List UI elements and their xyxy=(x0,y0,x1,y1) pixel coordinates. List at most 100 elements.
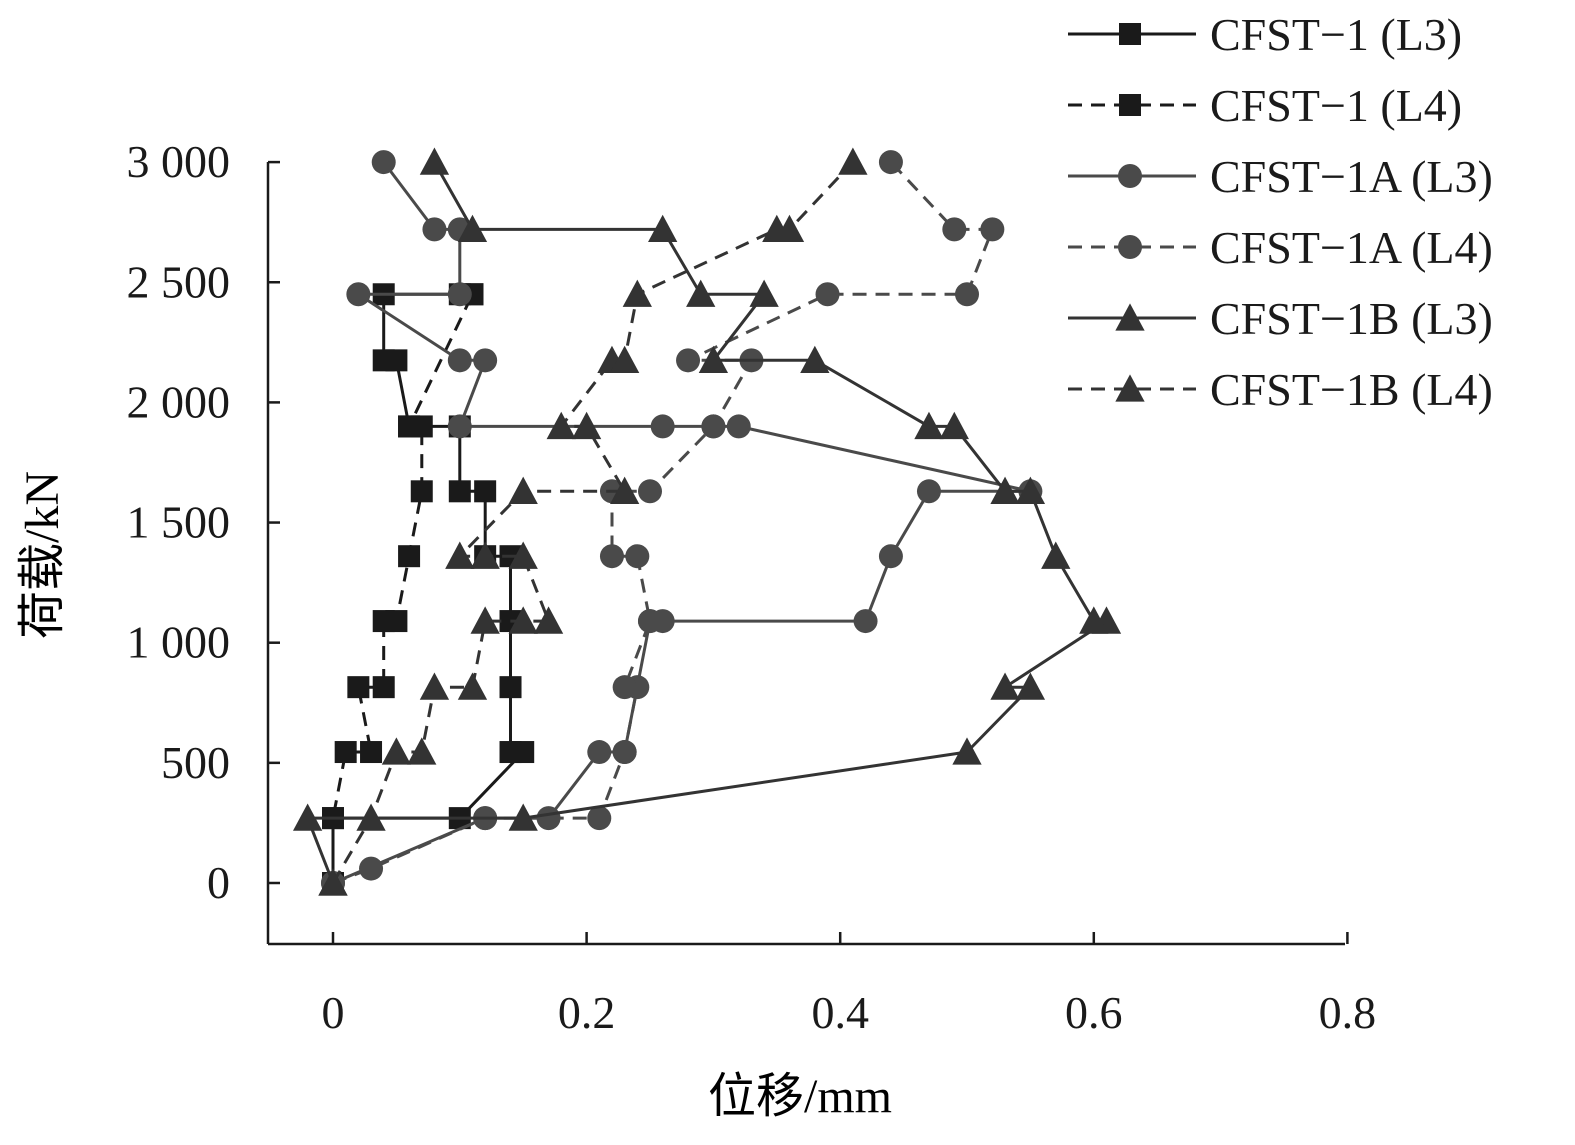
triangle-marker xyxy=(838,147,868,175)
legend-item-1: CFST−1 (L3) xyxy=(1068,9,1462,60)
triangle-marker xyxy=(800,345,830,373)
legend-item-2: CFST−1 (L4) xyxy=(1068,80,1462,131)
legend: CFST−1 (L3) CFST−1 (L4) CFST−1A (L3) CFST−1… xyxy=(1068,9,1493,415)
legend-item-5: CFST−1B (L3) xyxy=(1068,293,1493,344)
square-marker xyxy=(499,676,522,699)
square-marker xyxy=(448,480,471,503)
triangle-marker xyxy=(457,672,488,700)
legend-label: CFST−1B (L4) xyxy=(1210,364,1493,415)
triangle-marker xyxy=(939,411,969,440)
legend-item-3: CFST−1A (L3) xyxy=(1068,151,1493,202)
triangle-marker xyxy=(774,214,805,243)
triangle-marker xyxy=(609,476,640,504)
circle-marker xyxy=(371,150,396,175)
series-2 xyxy=(322,283,484,894)
legend-label: CFST−1A (L3) xyxy=(1210,151,1493,202)
circle-marker xyxy=(815,282,840,307)
legend-label: CFST−1A (L4) xyxy=(1210,222,1493,273)
y-tick-label: 2 000 xyxy=(127,376,231,427)
triangle-marker xyxy=(609,345,640,373)
circle-marker xyxy=(587,740,612,765)
circle-marker xyxy=(346,282,371,307)
circle-marker xyxy=(587,806,612,831)
triangle-marker xyxy=(419,147,450,175)
circle-marker xyxy=(612,740,637,765)
y-axis-label: 荷载/kN xyxy=(16,471,69,639)
square-marker xyxy=(499,741,522,764)
circle-marker xyxy=(447,414,472,439)
triangle-marker xyxy=(1015,672,1046,700)
triangle-marker xyxy=(508,803,538,831)
series-line xyxy=(331,292,525,883)
triangle-marker xyxy=(546,411,576,440)
circle-marker xyxy=(878,544,903,569)
circle-marker xyxy=(701,414,726,439)
circle-marker xyxy=(473,348,498,373)
circle-marker xyxy=(955,282,979,307)
legend-label: CFST−1 (L3) xyxy=(1210,9,1462,60)
triangle-marker xyxy=(292,803,323,831)
series-line xyxy=(331,293,474,883)
square-marker xyxy=(334,741,357,764)
triangle-marker xyxy=(1079,606,1109,634)
x-tick-label: 0.4 xyxy=(811,987,869,1038)
triangle-marker xyxy=(990,476,1020,504)
triangle-marker xyxy=(381,737,412,765)
circle-marker xyxy=(676,348,701,373)
series-6 xyxy=(318,147,868,896)
circle-marker xyxy=(1118,235,1142,259)
circle-marker xyxy=(447,282,472,307)
square-marker xyxy=(385,610,408,633)
square-marker xyxy=(1119,23,1141,45)
square-marker xyxy=(1119,94,1141,116)
circle-marker xyxy=(638,609,662,634)
square-marker xyxy=(398,545,421,568)
square-marker xyxy=(398,415,421,438)
y-tick-label: 2 500 xyxy=(127,256,231,307)
y-tick-label: 0 xyxy=(207,857,230,908)
circle-marker xyxy=(422,217,447,242)
triangle-marker xyxy=(1115,303,1145,331)
triangle-marker xyxy=(470,606,500,634)
series-5 xyxy=(292,147,1122,896)
circle-marker xyxy=(625,544,650,569)
y-tick-label: 1 500 xyxy=(127,497,231,548)
triangle-marker xyxy=(457,214,488,243)
square-marker xyxy=(410,480,433,503)
circle-marker xyxy=(942,217,967,242)
square-marker xyxy=(372,676,395,699)
triangle-marker xyxy=(533,606,564,634)
y-tick-label: 3 000 xyxy=(127,136,231,187)
square-marker xyxy=(360,741,383,764)
series-group xyxy=(292,147,1122,896)
circle-marker xyxy=(726,414,751,439)
triangle-marker xyxy=(571,411,602,440)
x-axis-label: 位移/mm xyxy=(708,1070,892,1123)
square-marker xyxy=(474,480,497,503)
series-line xyxy=(332,161,1032,885)
series-1 xyxy=(322,283,535,894)
circle-marker xyxy=(1118,164,1142,188)
triangle-marker xyxy=(1115,374,1145,402)
triangle-marker xyxy=(508,606,538,634)
square-marker xyxy=(372,349,395,372)
series-line xyxy=(332,161,994,885)
triangle-marker xyxy=(749,279,779,307)
circle-marker xyxy=(599,544,624,569)
series-4 xyxy=(321,150,1005,895)
circle-marker xyxy=(447,348,472,373)
triangle-marker xyxy=(990,672,1020,700)
legend-label: CFST−1 (L4) xyxy=(1210,80,1462,131)
triangle-marker xyxy=(1041,541,1071,569)
triangle-marker xyxy=(508,476,538,504)
y-tick-label: 1 000 xyxy=(127,617,231,668)
triangle-marker xyxy=(356,803,386,831)
circle-marker xyxy=(638,479,662,504)
triangle-marker xyxy=(318,868,348,896)
y-tick-label: 500 xyxy=(161,737,230,788)
triangle-marker xyxy=(648,214,678,243)
circle-marker xyxy=(359,856,384,881)
circle-marker xyxy=(853,609,878,634)
